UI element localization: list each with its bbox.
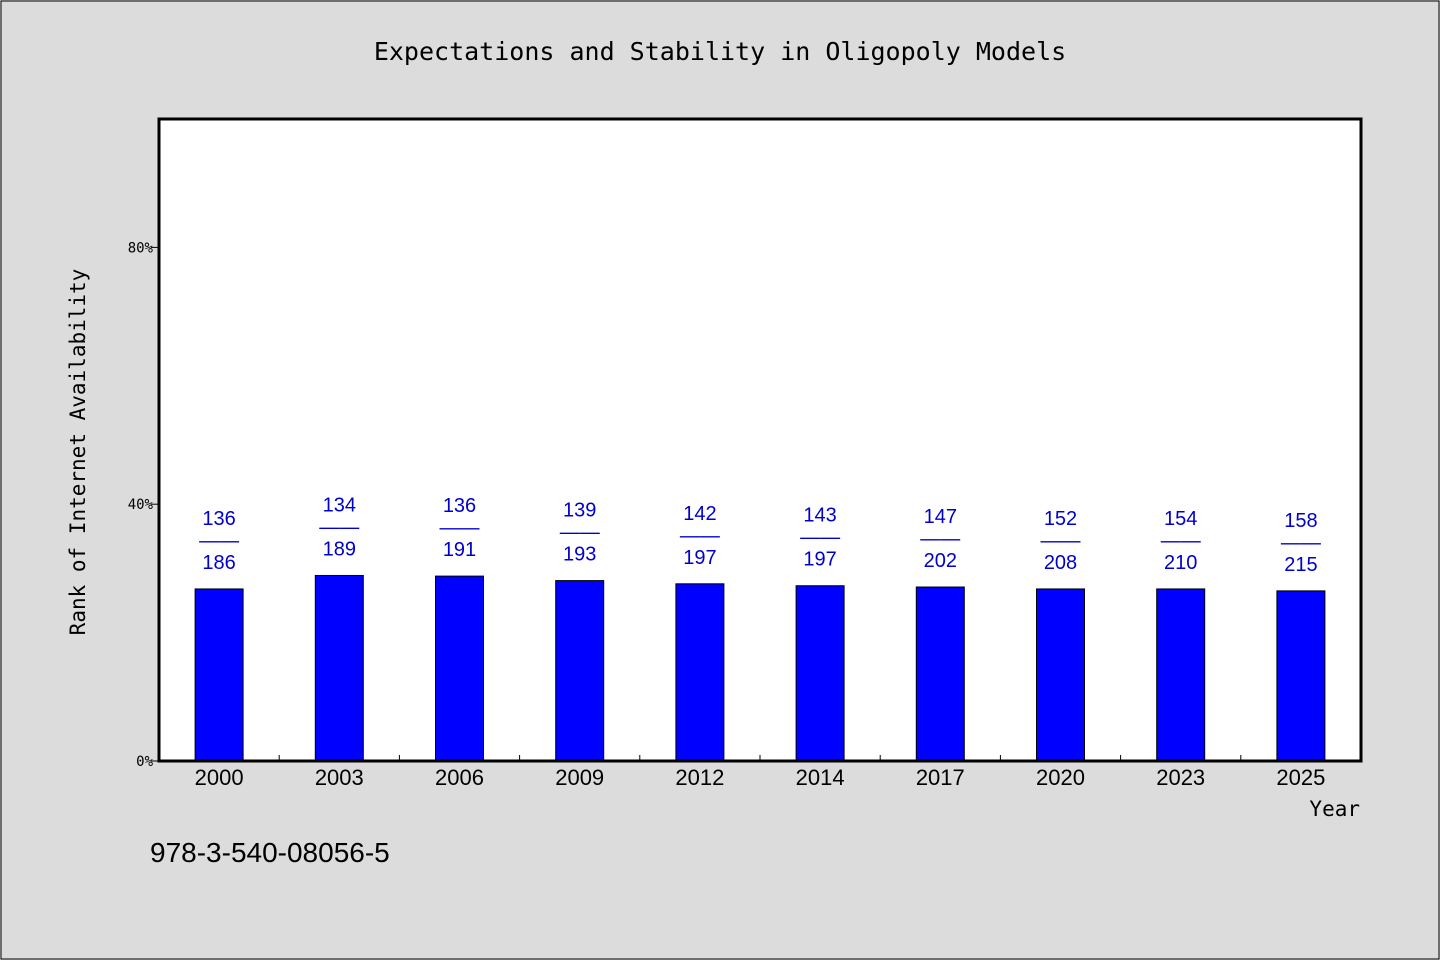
bar-label-separator-2009: —— xyxy=(560,522,600,544)
bar-label-separator-2006: —— xyxy=(440,517,480,539)
bar-label-separator-2017: —— xyxy=(920,528,960,550)
bar-label-bottom-2009: 193 xyxy=(563,544,596,566)
bar-label-separator-2023: —— xyxy=(1161,530,1201,552)
x-axis: 2000 2003 2006 2009 2012 2014 2017 2020 2023 2025 xyxy=(195,755,1325,790)
bar-2020 xyxy=(1036,588,1085,762)
y-axis-title: Rank of Internet Availability xyxy=(66,269,90,636)
footer-code: 978-3-540-08056-5 xyxy=(150,837,390,868)
bars-layer xyxy=(194,574,1326,762)
bar-label-bottom-2023: 210 xyxy=(1164,552,1197,574)
bar-label-separator-2003: —— xyxy=(319,516,359,538)
y-tick-label: 0% xyxy=(136,754,153,770)
x-tick-label-2023: 2023 xyxy=(1156,765,1205,790)
bar-label-separator-2012: —— xyxy=(680,525,720,547)
bar-label-separator-2000: —— xyxy=(199,530,239,552)
bar-label-top-2009: 139 xyxy=(563,500,596,522)
bar-label-bottom-2003: 189 xyxy=(323,538,356,560)
bar-label-top-2017: 147 xyxy=(924,506,957,528)
bar-label-top-2023: 154 xyxy=(1164,508,1197,530)
x-tick-label-2003: 2003 xyxy=(315,765,364,790)
chart-title: Expectations and Stability in Oligopoly … xyxy=(374,37,1066,66)
bar-2006 xyxy=(435,575,484,762)
x-axis-title: Year xyxy=(1309,797,1360,821)
bar-label-bottom-2006: 191 xyxy=(443,539,476,561)
y-tick-label: 80% xyxy=(128,240,154,256)
bar-label-top-2012: 142 xyxy=(683,503,716,525)
bar-label-separator-2025: —— xyxy=(1281,532,1321,554)
bar-2003 xyxy=(314,574,364,762)
bar-label-top-2006: 136 xyxy=(443,495,476,517)
bar-label-bottom-2020: 208 xyxy=(1044,552,1077,574)
bar-label-top-2014: 143 xyxy=(803,505,836,527)
bar-2012 xyxy=(675,583,725,762)
bar-label-bottom-2012: 197 xyxy=(683,547,716,569)
bar-label-top-2025: 158 xyxy=(1284,510,1317,532)
bar-2025 xyxy=(1276,590,1326,762)
bar-label-top-2020: 152 xyxy=(1044,508,1077,530)
y-tick-label: 40% xyxy=(128,497,154,513)
bar-label-bottom-2017: 202 xyxy=(924,550,957,572)
x-tick-label-2012: 2012 xyxy=(675,765,724,790)
bar-label-separator-2014: —— xyxy=(800,527,840,549)
bar-label-top-2000: 136 xyxy=(202,508,235,530)
x-tick-label-2006: 2006 xyxy=(435,765,484,790)
y-axis: 0% 40% 80% xyxy=(128,240,159,770)
bar-2014 xyxy=(795,585,845,762)
x-tick-label-2009: 2009 xyxy=(555,765,604,790)
bar-label-bottom-2014: 197 xyxy=(803,549,836,571)
bar-label-bottom-2025: 215 xyxy=(1284,554,1317,576)
x-tick-label-2017: 2017 xyxy=(916,765,965,790)
bar-2000 xyxy=(194,588,244,762)
bar-label-bottom-2000: 186 xyxy=(202,552,235,574)
x-tick-label-2025: 2025 xyxy=(1276,765,1325,790)
bar-2017 xyxy=(915,586,965,762)
x-tick-label-2020: 2020 xyxy=(1036,765,1085,790)
bar-labels-layer: 136——186134——189136——191139——193142——197… xyxy=(199,494,1321,575)
x-tick-label-2000: 2000 xyxy=(195,765,244,790)
bar-2009 xyxy=(555,580,605,762)
bar-label-top-2003: 134 xyxy=(323,494,356,516)
bar-label-separator-2020: —— xyxy=(1041,530,1081,552)
bar-2023 xyxy=(1156,588,1206,762)
x-tick-label-2014: 2014 xyxy=(796,765,845,790)
